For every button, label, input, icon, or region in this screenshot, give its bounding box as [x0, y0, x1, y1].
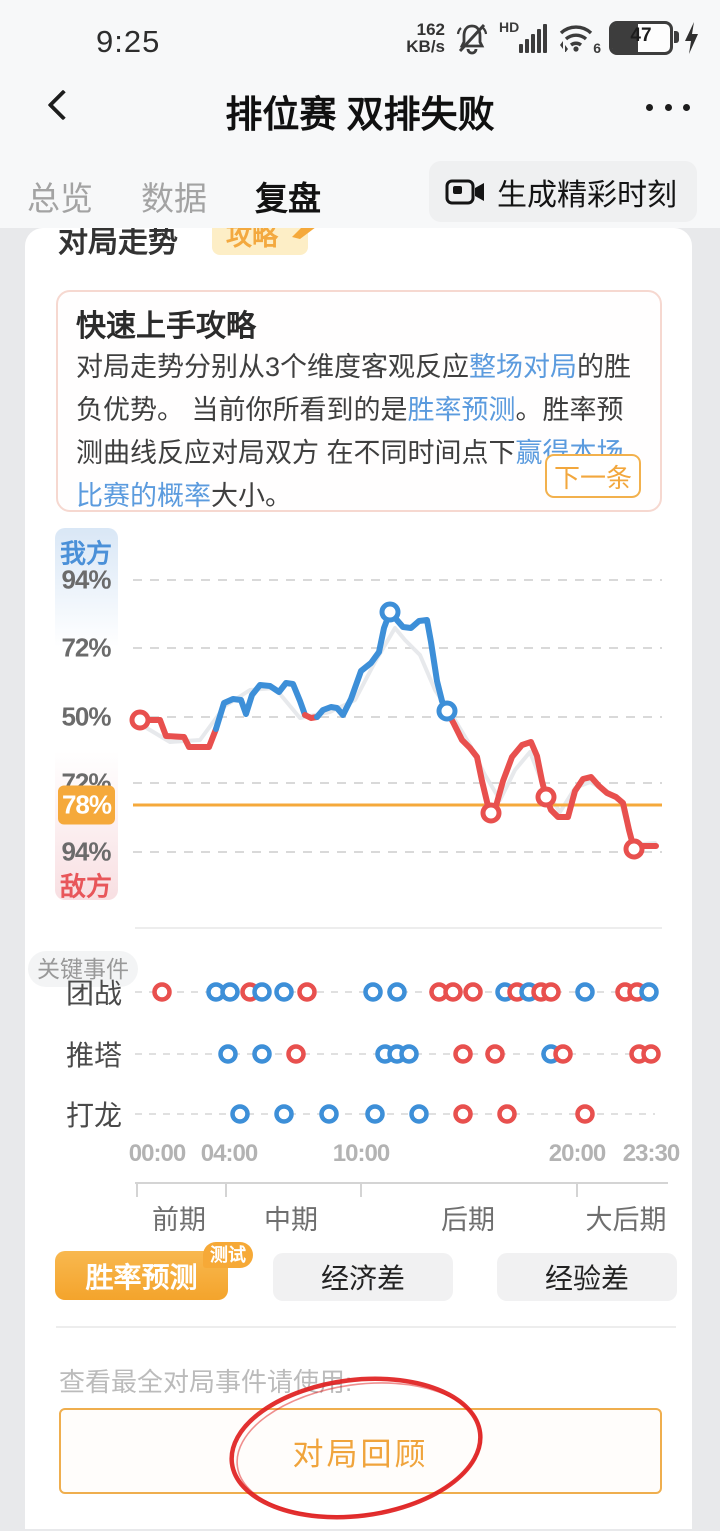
net-speed-value: 162	[416, 20, 445, 39]
time-tick-label: 23:30	[622, 1140, 680, 1167]
tab-总览[interactable]: 总览	[27, 180, 93, 217]
status-time: 9:25	[96, 24, 161, 59]
generate-highlights-button[interactable]: 生成精彩时刻	[429, 161, 697, 222]
time-tick-label: 10:00	[332, 1140, 390, 1167]
time-tick-label: 04:00	[200, 1140, 258, 1167]
event-row-label-推塔: 推塔	[66, 1040, 123, 1071]
test-badge: 测试	[203, 1242, 253, 1268]
y-axis-label: 72%	[61, 632, 111, 663]
tab-bar: 总览 数据 复盘	[27, 172, 321, 220]
y-axis-panel	[55, 528, 118, 900]
video-camera-icon	[445, 179, 484, 204]
guide-text: 的胜负优势。 当前你所看到的是	[76, 352, 632, 425]
y-axis-label: 94%	[61, 564, 111, 595]
tab-数据[interactable]: 数据	[141, 180, 207, 217]
guide-link[interactable]: 胜率预测	[407, 395, 516, 425]
phase-label-后期: 后期	[441, 1205, 495, 1235]
section-header: 对局走势 攻略	[58, 228, 478, 255]
time-tick-label: 00:00	[128, 1140, 186, 1167]
cell-signal-icon: HD	[499, 19, 547, 56]
battery-cap	[674, 31, 679, 43]
phase-label-中期: 中期	[264, 1205, 318, 1235]
guide-card-title: 快速上手攻略	[76, 310, 256, 343]
metric-toggle-经验差[interactable]: 经验差	[497, 1253, 677, 1301]
strategy-badge-label: 攻略	[226, 228, 279, 251]
divider	[56, 1326, 676, 1328]
guide-text: 大小。	[211, 481, 292, 511]
generate-highlights-label: 生成精彩时刻	[497, 178, 677, 212]
match-review-button[interactable]: 对局回顾	[59, 1408, 662, 1494]
footer-hint: 查看最全对局事件请使用:	[59, 1367, 353, 1397]
hd-label: HD	[499, 19, 520, 35]
current-value-badge: 78%	[58, 785, 115, 825]
key-events-label: 关键事件	[28, 951, 138, 987]
battery-fill	[612, 24, 638, 52]
mute-bell-icon	[456, 23, 488, 55]
status-icons: 162 KB/s HD	[406, 14, 700, 62]
section-title: 对局走势	[58, 228, 178, 255]
wifi-badge: 6	[593, 40, 601, 56]
metric-toggle-经济差[interactable]: 经济差	[273, 1253, 453, 1301]
strategy-badge[interactable]: 攻略	[212, 228, 315, 255]
pen-icon	[292, 228, 315, 239]
network-speed-indicator: 162 KB/s	[406, 21, 445, 55]
topbar: 9:25 162 KB/s HD	[0, 0, 720, 228]
net-speed-unit: KB/s	[406, 37, 445, 56]
guide-text: 对局走势分别从3个维度客观反应	[76, 352, 470, 382]
guide-text: 。胜率预测曲线反应对局双方 在不同时间点下	[76, 395, 624, 468]
metric-toggle-胜率预测[interactable]: 胜率预测	[55, 1251, 228, 1300]
event-row-label-团战: 团战	[66, 978, 123, 1009]
charging-bolt-icon	[685, 22, 698, 54]
battery-icon: 47	[609, 21, 679, 55]
phase-label-前期: 前期	[152, 1205, 206, 1235]
y-axis-label: 敌方	[59, 871, 112, 902]
tab-复盘[interactable]: 复盘	[255, 180, 321, 217]
y-axis-label: 50%	[61, 701, 111, 732]
wifi-icon: 6	[557, 20, 601, 56]
next-tip-button[interactable]: 下一条	[545, 454, 641, 498]
time-tick-label: 20:00	[548, 1140, 606, 1167]
y-axis-label: 我方	[59, 538, 112, 569]
y-axis-label: 94%	[61, 836, 111, 867]
guide-paragraph: 对局走势分别从3个维度客观反应整场对局的胜负优势。 当前你所看到的是胜率预测。胜…	[76, 346, 642, 518]
battery-percent: 47	[630, 25, 652, 46]
phase-label-大后期: 大后期	[585, 1205, 667, 1235]
page-title: 排位赛 双排失败	[225, 94, 495, 135]
signal-bars	[519, 24, 547, 53]
more-menu-button[interactable]	[642, 92, 694, 122]
guide-link[interactable]: 整场对局	[469, 352, 578, 382]
event-row-label-打龙: 打龙	[66, 1100, 123, 1131]
